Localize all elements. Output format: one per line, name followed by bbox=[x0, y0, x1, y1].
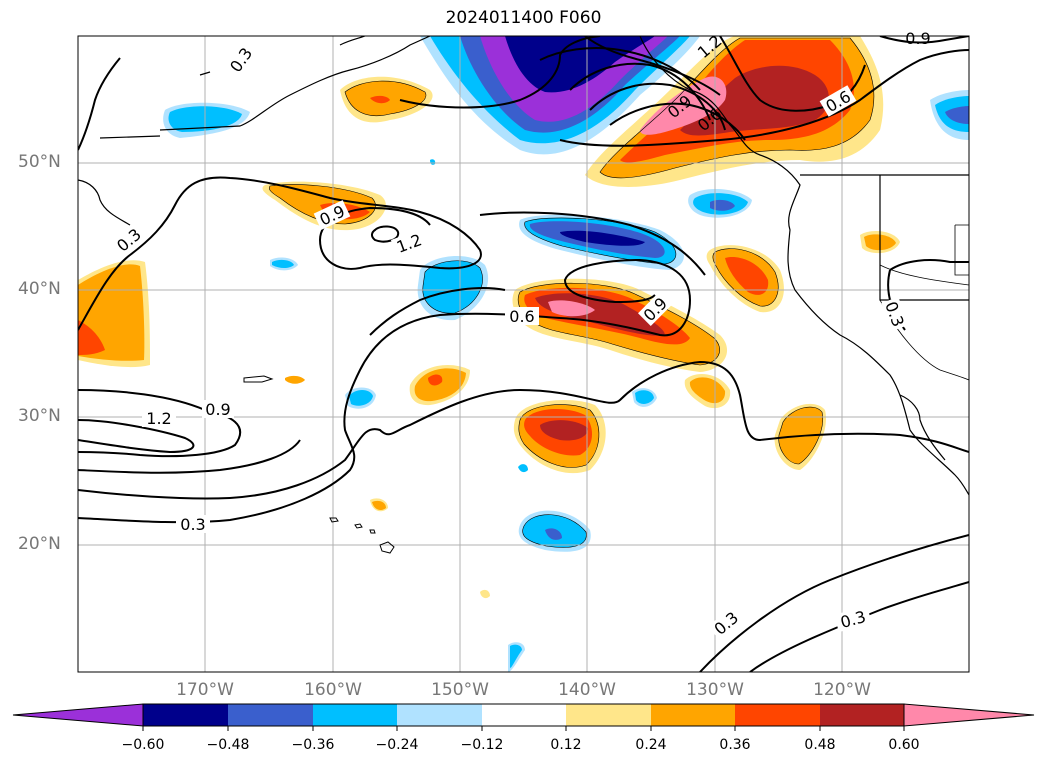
contour-line bbox=[78, 57, 121, 151]
colorbar-tick-label: 0.60 bbox=[888, 737, 920, 753]
lon-label-120w: 120°W bbox=[813, 680, 871, 700]
colorbar-tick-label: 0.36 bbox=[719, 737, 751, 753]
contour-line bbox=[609, 102, 746, 141]
contour-label: 0.9 bbox=[205, 400, 230, 419]
colorbar-segment bbox=[651, 704, 735, 726]
contour-line bbox=[78, 312, 561, 524]
colorbar-tick-label: −0.12 bbox=[460, 737, 504, 753]
contour-line bbox=[78, 419, 195, 454]
contour-line bbox=[749, 581, 969, 672]
lon-label-170w: 170°W bbox=[176, 680, 234, 700]
contour-line bbox=[699, 534, 969, 672]
lat-label-50n: 50°N bbox=[18, 152, 61, 172]
colorbar-segment bbox=[397, 704, 482, 726]
colorbar-tick-label: 0.12 bbox=[550, 737, 582, 753]
colorbar bbox=[12, 703, 1035, 731]
colorbar-segment bbox=[143, 704, 228, 726]
contour-line bbox=[589, 82, 726, 131]
lat-label-20n: 20°N bbox=[18, 534, 61, 554]
contour-line bbox=[479, 211, 706, 276]
contour-line bbox=[559, 258, 692, 337]
colorbar-segment bbox=[313, 704, 397, 726]
lon-label-150w: 150°W bbox=[431, 680, 489, 700]
lat-label-40n: 40°N bbox=[18, 279, 61, 299]
lon-label-130w: 130°W bbox=[686, 680, 744, 700]
colorbar-segment bbox=[228, 704, 313, 726]
contour-label: 0.3 bbox=[838, 607, 868, 632]
contour-line bbox=[879, 36, 969, 44]
contour-line bbox=[78, 439, 301, 474]
colorbar-upper-extension bbox=[903, 703, 1035, 727]
colorbar-segment bbox=[482, 704, 566, 726]
lon-label-140w: 140°W bbox=[558, 680, 616, 700]
colorbar-tick-label: −0.60 bbox=[121, 737, 165, 753]
contour-label: 1.2 bbox=[146, 409, 171, 428]
contour-line bbox=[569, 62, 711, 121]
lon-label-160w: 160°W bbox=[304, 680, 362, 700]
contour-label: 0.3 bbox=[180, 515, 205, 534]
contour-line bbox=[719, 36, 866, 112]
contour-label: 0.6 bbox=[509, 307, 534, 326]
gridlines bbox=[78, 36, 969, 672]
contour-line bbox=[78, 176, 482, 331]
colorbar-tick-label: 0.24 bbox=[635, 737, 667, 753]
map-title: 2024011400 F060 bbox=[445, 8, 602, 28]
colorbar-tick-label: 0.48 bbox=[804, 737, 836, 753]
contour-line bbox=[889, 259, 969, 271]
contour-line bbox=[399, 36, 601, 109]
colorbar-segment bbox=[820, 704, 904, 726]
contour-line bbox=[78, 389, 242, 458]
contour-line bbox=[78, 360, 969, 500]
colorbar-segment bbox=[566, 704, 651, 726]
contour-label: 0.3 bbox=[113, 225, 145, 256]
anomaly-fill-layer bbox=[78, 36, 969, 672]
contour-line bbox=[369, 287, 506, 336]
colorbar-tick-label: −0.24 bbox=[375, 737, 419, 753]
colorbar-tick-label: −0.36 bbox=[291, 737, 335, 753]
lat-label-30n: 30°N bbox=[18, 406, 61, 426]
contour-layer bbox=[78, 36, 969, 672]
colorbar-tick-label: −0.48 bbox=[206, 737, 250, 753]
colorbar-lower-extension bbox=[12, 703, 144, 727]
contour-label: 0.3 bbox=[226, 44, 256, 76]
contour-label: 0.9 bbox=[905, 29, 930, 48]
colorbar-segment bbox=[735, 704, 820, 726]
islands bbox=[243, 375, 395, 554]
contour-line bbox=[584, 36, 721, 96]
map-frame bbox=[77, 35, 970, 673]
